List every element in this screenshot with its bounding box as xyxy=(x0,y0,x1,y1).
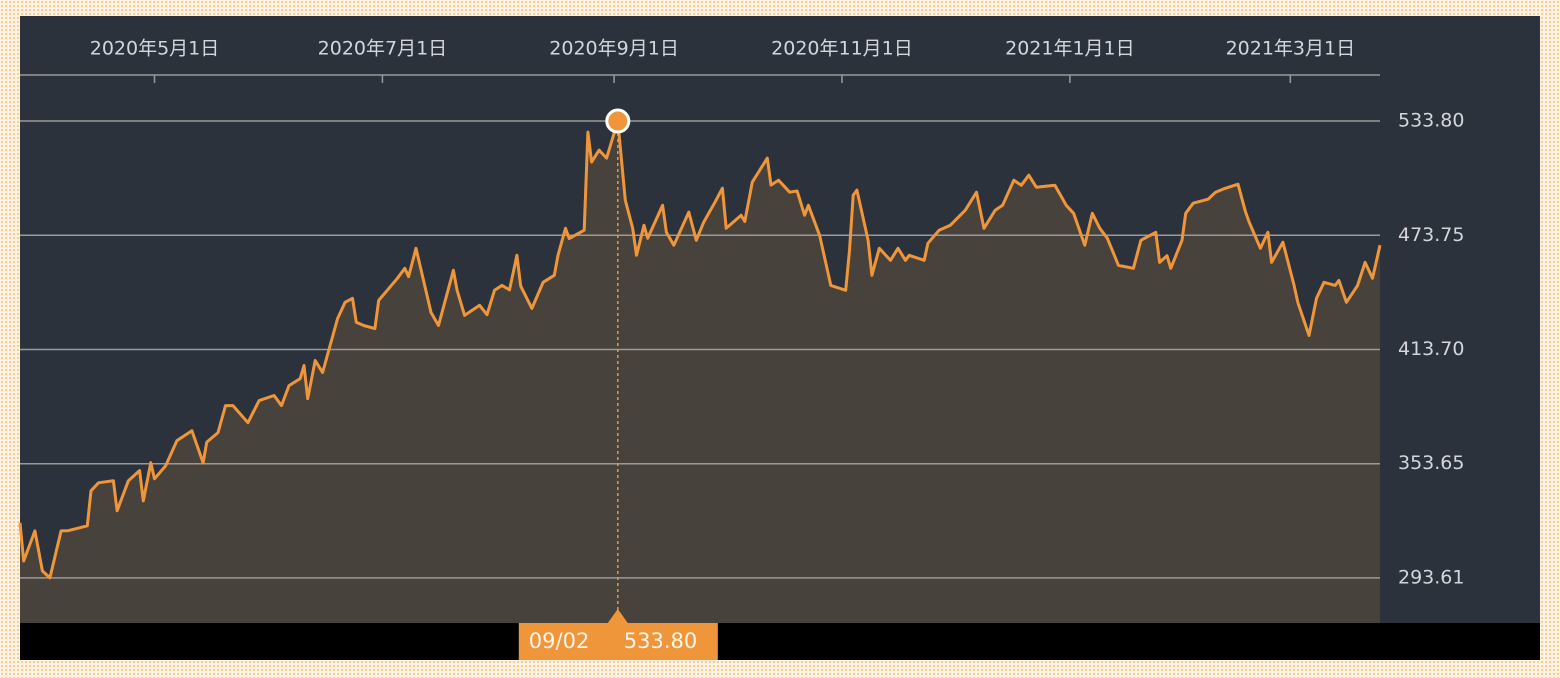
x-tick-label: 2020年7月1日 xyxy=(318,38,448,60)
y-tick-label: 533.80 xyxy=(1398,110,1464,132)
x-tick-label: 2020年5月1日 xyxy=(90,38,220,60)
x-tick-label: 2021年3月1日 xyxy=(1226,38,1356,60)
price-line xyxy=(18,119,1382,580)
y-tick-label: 353.65 xyxy=(1398,452,1464,474)
area xyxy=(20,121,1380,623)
tooltip-value: 533.80 xyxy=(624,629,697,653)
highlight-point xyxy=(605,108,631,134)
tooltip-pointer xyxy=(607,609,628,623)
y-tick-label: 473.75 xyxy=(1398,224,1464,246)
y-tick-label: 413.70 xyxy=(1398,338,1464,360)
x-tick-label: 2021年1月1日 xyxy=(1005,38,1135,60)
x-tick-label: 2020年11月1日 xyxy=(771,38,913,60)
tooltip-box xyxy=(518,623,718,660)
tooltip-date: 09/02 xyxy=(529,629,590,653)
y-tick-label: 293.61 xyxy=(1398,566,1464,588)
footer-bar xyxy=(20,623,1540,660)
x-tick-label: 2020年9月1日 xyxy=(549,38,679,60)
